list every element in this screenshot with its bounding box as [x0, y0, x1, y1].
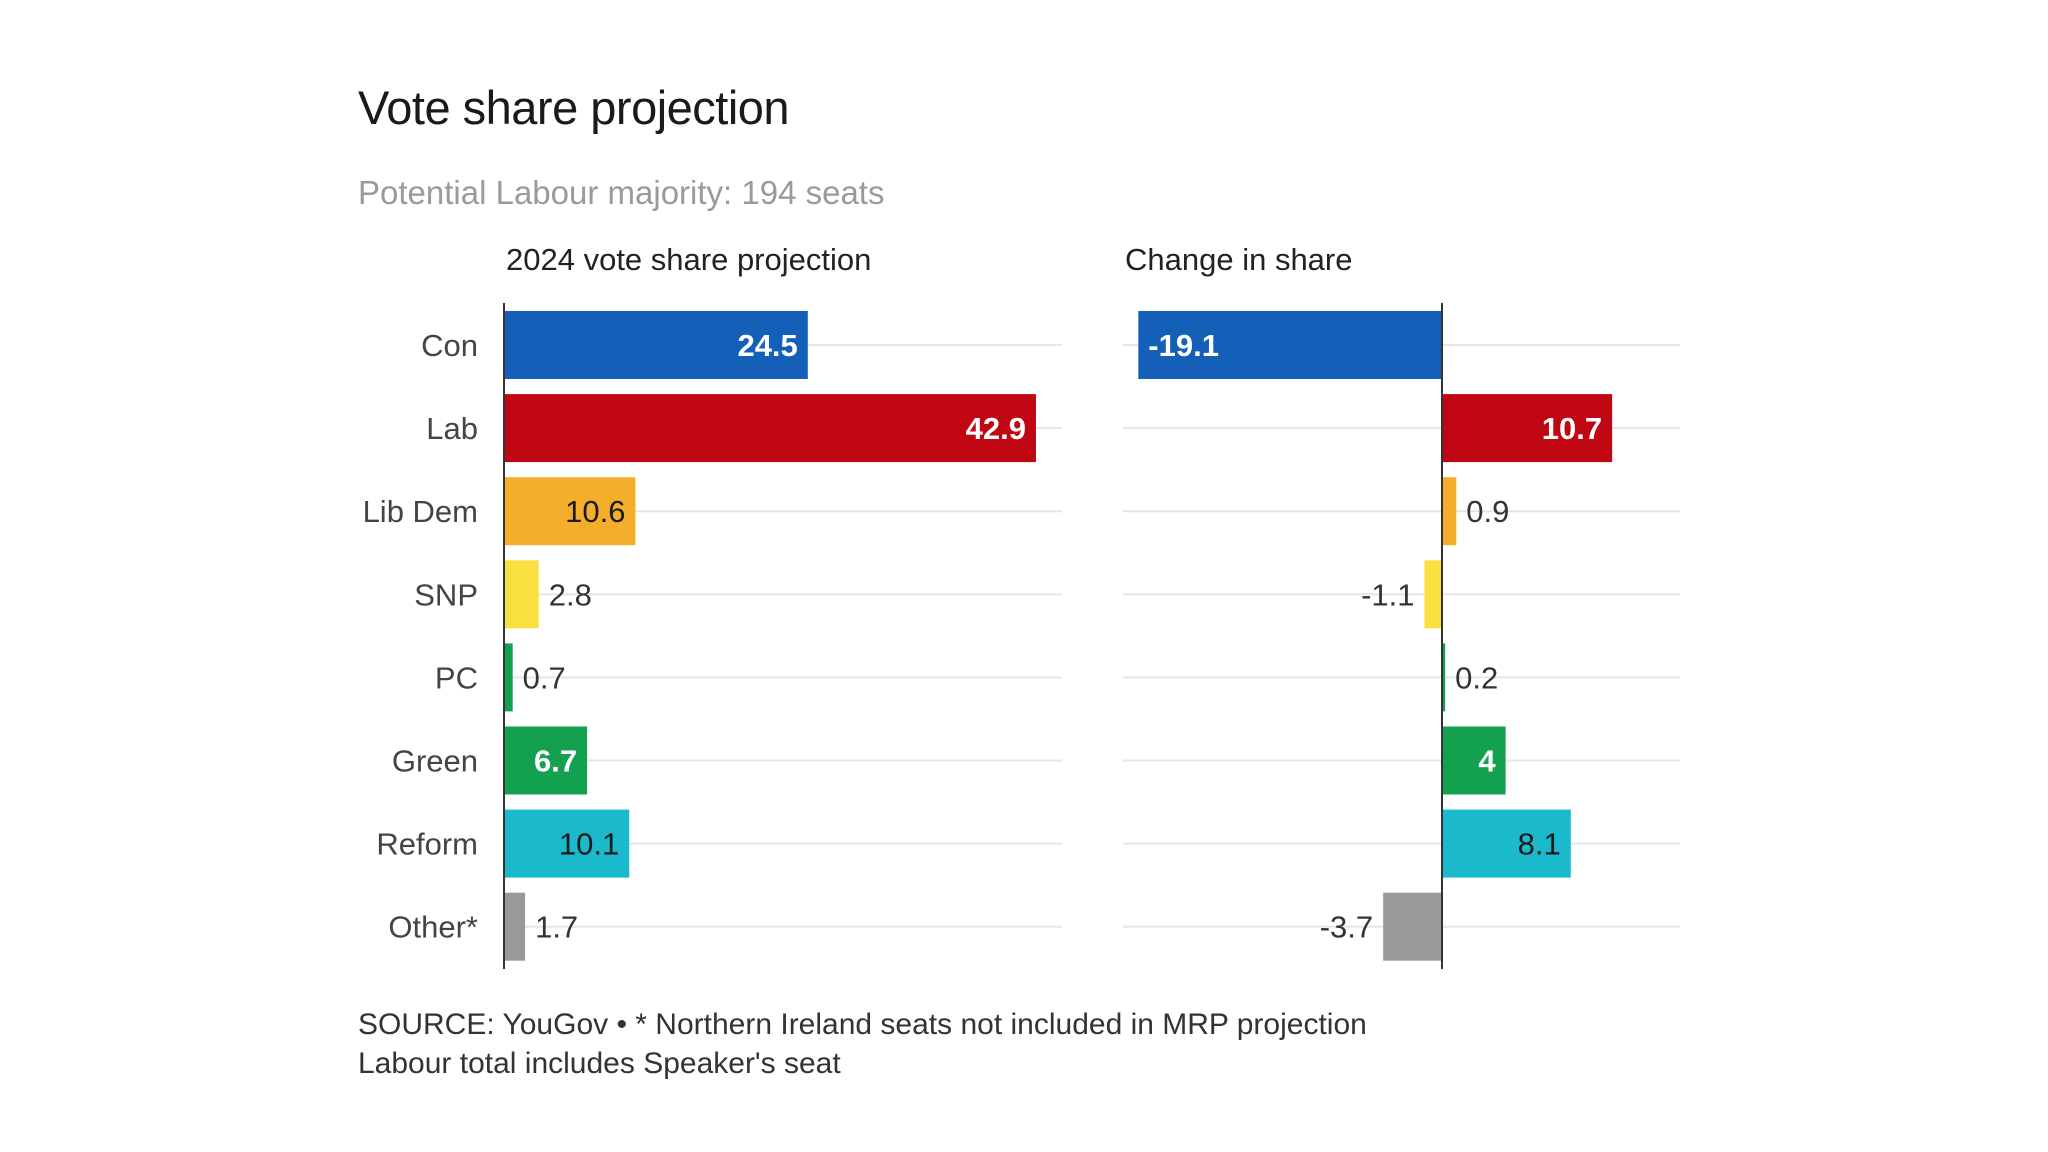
value-label: 0.2 — [1455, 660, 1498, 695]
value-label: 10.1 — [559, 827, 619, 862]
value-label: -3.7 — [1320, 910, 1373, 945]
value-label: 6.7 — [534, 744, 577, 779]
chart-subtitle: Potential Labour majority: 194 seats — [358, 174, 885, 211]
bar-pc-share — [504, 643, 513, 712]
source-note: SOURCE: YouGov • * Northern Ireland seat… — [358, 1008, 1367, 1041]
value-label: 1.7 — [535, 910, 578, 945]
bar-con-share — [504, 311, 808, 379]
category-label: PC — [435, 660, 478, 695]
panel-title-change: Change in share — [1125, 242, 1353, 277]
chart: 2024 vote share projection Change in sha… — [363, 242, 1680, 969]
bar-green-change — [1442, 726, 1506, 795]
value-label: 24.5 — [737, 328, 797, 363]
category-label: Lab — [426, 411, 478, 446]
bar-con-change — [1138, 311, 1442, 379]
bar-lab-change — [1442, 394, 1613, 463]
bar-reform-change — [1442, 809, 1571, 878]
bar-lib-dem-share — [504, 477, 636, 546]
value-label: 10.7 — [1542, 411, 1602, 446]
bar-snp-share — [504, 560, 539, 629]
speaker-note: Labour total includes Speaker's seat — [358, 1047, 841, 1080]
bar-reform-share — [504, 809, 630, 878]
value-label: -1.1 — [1361, 577, 1414, 612]
value-label: 0.7 — [523, 660, 566, 695]
category-label: Lib Dem — [363, 494, 478, 529]
value-label: 42.9 — [966, 411, 1026, 446]
category-label: Green — [392, 744, 478, 779]
value-label: 0.9 — [1466, 494, 1509, 529]
category-label: Other* — [388, 910, 478, 945]
category-label: Con — [421, 328, 478, 363]
panel-title-vote-share: 2024 vote share projection — [506, 242, 871, 277]
value-label: 8.1 — [1518, 827, 1561, 862]
category-label: SNP — [414, 577, 478, 612]
bar-pc-change — [1442, 643, 1446, 712]
bar-green-share — [504, 726, 588, 795]
bar-lab-share — [504, 394, 1036, 463]
value-label: -19.1 — [1148, 328, 1219, 363]
bar-snp-change — [1424, 560, 1442, 629]
category-label: Reform — [376, 827, 478, 862]
footer: SOURCE: YouGov • * Northern Ireland seat… — [358, 1005, 1367, 1083]
value-label: 4 — [1478, 744, 1496, 779]
bar-other--share — [504, 892, 526, 961]
value-label: 2.8 — [549, 577, 592, 612]
value-label: 10.6 — [565, 494, 625, 529]
bar-lib-dem-change — [1442, 477, 1457, 546]
bar-other--change — [1383, 892, 1442, 961]
chart-title: Vote share projection — [358, 81, 790, 134]
